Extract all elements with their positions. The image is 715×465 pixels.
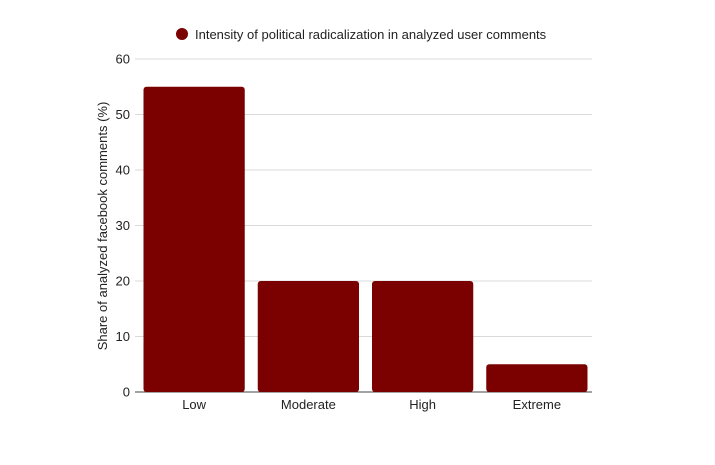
y-axis-ticks: 0 10 20 30 40 50 60 xyxy=(116,52,130,400)
y-tick-label: 50 xyxy=(116,107,130,122)
x-category-label: Low xyxy=(182,397,206,412)
y-tick-label: 30 xyxy=(116,218,130,233)
y-tick-label: 60 xyxy=(116,52,130,67)
y-tick-label: 20 xyxy=(116,274,130,289)
bars xyxy=(143,86,588,392)
y-tick-label: 0 xyxy=(123,385,130,400)
y-tick-label: 10 xyxy=(116,329,130,344)
x-axis-labels: Low Moderate High Extreme xyxy=(182,397,561,412)
bar-low xyxy=(143,86,245,392)
y-axis-title: Share of analyzed facebook comments (%) xyxy=(95,102,110,351)
x-category-label: Extreme xyxy=(513,397,561,412)
bar-extreme xyxy=(486,364,588,392)
x-category-label: High xyxy=(409,397,436,412)
y-tick-label: 40 xyxy=(116,163,130,178)
legend-label: Intensity of political radicalization in… xyxy=(195,27,547,42)
bar-high xyxy=(372,281,474,392)
x-category-label: Moderate xyxy=(281,397,336,412)
legend: Intensity of political radicalization in… xyxy=(176,27,547,42)
legend-marker xyxy=(176,28,188,40)
bar-moderate xyxy=(257,281,359,392)
